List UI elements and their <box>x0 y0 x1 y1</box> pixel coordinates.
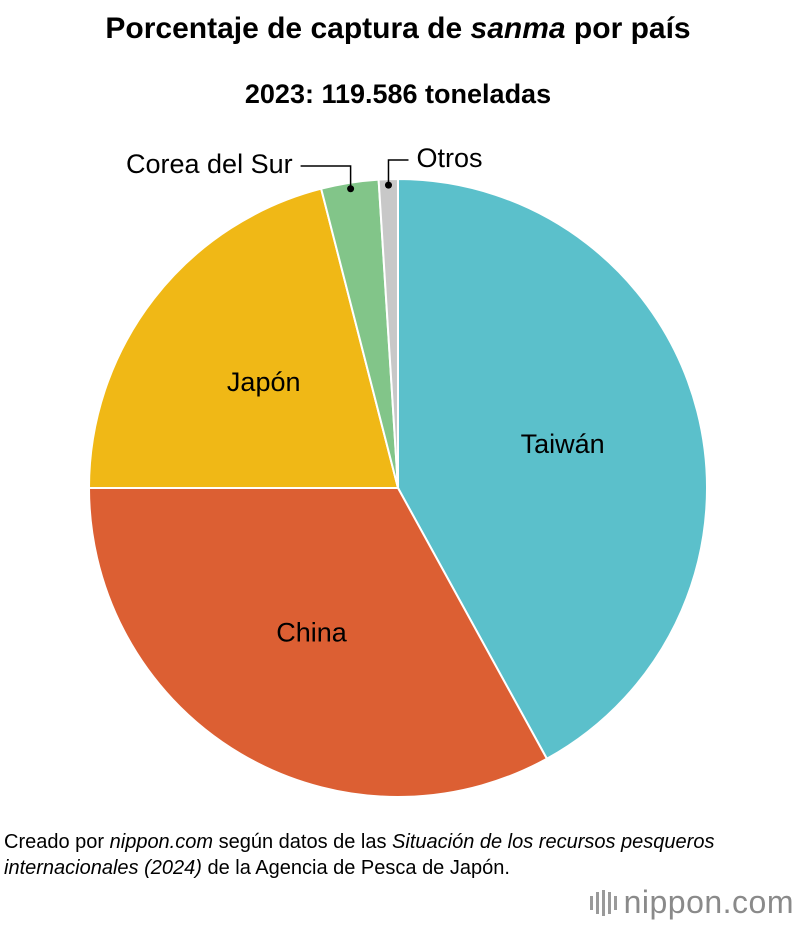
leader-dot <box>347 185 355 193</box>
slice-label: Taiwán <box>521 429 605 459</box>
title-part: sanma <box>471 12 566 45</box>
leader-line <box>387 159 409 186</box>
title-part: por país <box>566 12 691 45</box>
leader-line <box>300 165 352 189</box>
slice-label: Japón <box>227 367 301 397</box>
slice-label: Corea del Sur <box>126 149 293 179</box>
logo-icon <box>589 889 617 916</box>
chart-subtitle: 2023: 119.586 toneladas <box>245 79 551 109</box>
logo-text: nippon.com <box>623 884 794 920</box>
source-part: Creado por <box>4 831 110 853</box>
slice-label: Otros <box>416 143 482 173</box>
source-part: nippon.com <box>109 831 214 853</box>
leader-dot <box>384 181 392 189</box>
pie-slice <box>87 187 400 489</box>
pie-slice <box>397 177 708 761</box>
source-note: Creado por nippon.com según datos de las… <box>4 829 784 907</box>
source-part: Situación de los recursos pesqueros inte… <box>4 831 715 879</box>
title-part: Porcentaje de captura de <box>105 12 470 45</box>
pie-slice <box>87 487 549 798</box>
source-part: según datos de las <box>213 831 393 853</box>
logo: nippon.com <box>588 884 794 921</box>
source-part: de la Agencia de Pesca de Japón. <box>201 857 510 879</box>
chart-title: Porcentaje de captura de sanma por país <box>105 12 690 45</box>
pie: Taiwán China Japón Corea del Sur Otros <box>87 143 708 798</box>
chart: Porcentaje de captura de sanma por país … <box>87 12 708 798</box>
slice-label: China <box>276 617 348 647</box>
